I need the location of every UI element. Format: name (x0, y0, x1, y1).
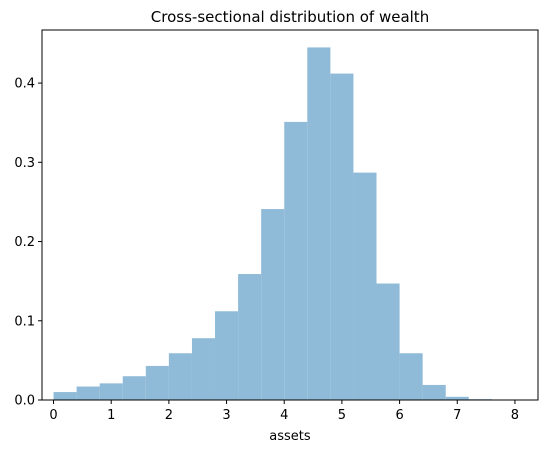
x-axis: 0 1 2 3 4 5 6 7 8 (49, 400, 519, 423)
histogram-bar (215, 311, 239, 400)
histogram-bar (238, 274, 262, 400)
histogram-bar (376, 283, 400, 400)
x-tick-label: 1 (107, 408, 115, 423)
x-tick-label: 6 (395, 408, 403, 423)
histogram-bar (445, 396, 469, 400)
y-tick-label: 0.4 (14, 77, 35, 92)
histogram-bar (145, 365, 169, 400)
histogram-bar (122, 376, 146, 400)
y-tick-label: 0.0 (14, 394, 35, 409)
histogram-bar (53, 392, 77, 400)
bars-layer (53, 47, 492, 400)
y-tick-label: 0.3 (14, 156, 35, 171)
x-tick-label: 0 (49, 408, 57, 423)
x-tick-label: 7 (453, 408, 461, 423)
histogram-bar (399, 353, 423, 400)
x-tick-label: 3 (222, 408, 230, 423)
histogram-bar (422, 384, 446, 400)
x-axis-label: assets (269, 429, 311, 444)
x-tick-label: 8 (511, 408, 519, 423)
histogram-bar (261, 209, 285, 400)
histogram-bar (99, 383, 123, 400)
y-axis: 0.0 0.1 0.2 0.3 0.4 (14, 77, 42, 409)
x-tick-label: 4 (280, 408, 288, 423)
histogram-bar (168, 353, 192, 400)
histogram-bar (76, 386, 100, 400)
x-tick-label: 2 (165, 408, 173, 423)
y-tick-label: 0.1 (14, 314, 35, 329)
histogram-bar (191, 338, 216, 400)
histogram-bar (284, 121, 308, 400)
x-tick-label: 5 (338, 408, 346, 423)
histogram-bar (330, 73, 354, 400)
histogram-bar (307, 47, 331, 400)
chart-title: Cross-sectional distribution of wealth (151, 8, 429, 26)
histogram-bar (353, 172, 377, 400)
plot-frame (41, 29, 539, 401)
y-tick-label: 0.2 (14, 235, 35, 250)
